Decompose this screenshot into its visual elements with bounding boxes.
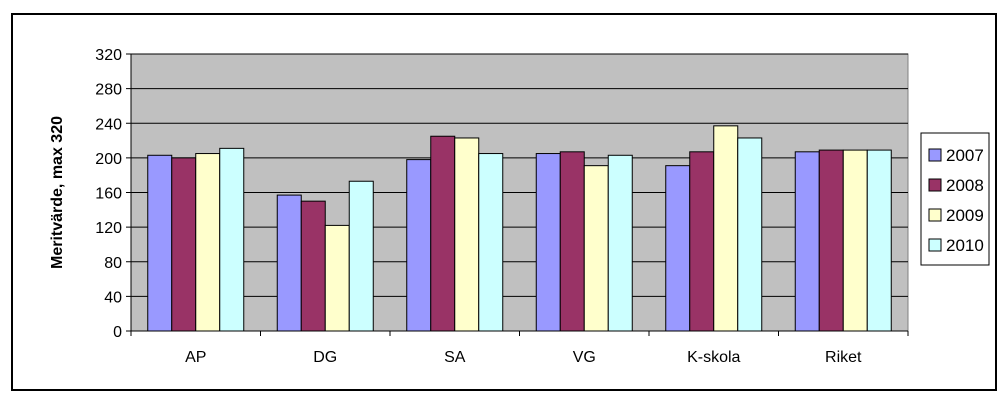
y-tick-label: 0	[113, 324, 122, 341]
y-tick-label: 40	[104, 289, 122, 306]
bar-2010-SA	[478, 153, 504, 332]
bar-2008-AP	[171, 157, 197, 332]
legend-swatch-2010	[928, 238, 942, 252]
legend-label-2009: 2009	[946, 206, 984, 225]
bar-2009-Riket	[842, 149, 868, 332]
bar-2007-K-skola	[665, 165, 691, 332]
bar-2008-DG	[300, 200, 326, 332]
x-tick-label: DG	[313, 349, 337, 366]
bar-2009-AP	[195, 153, 221, 332]
x-tick-label: K-skola	[687, 349, 740, 366]
legend-label-2010: 2010	[946, 236, 984, 255]
y-tick-label: 280	[95, 82, 122, 99]
x-tick-label: VG	[573, 349, 596, 366]
bar-2008-Riket	[818, 149, 844, 332]
bar-2007-Riket	[794, 151, 820, 332]
legend-swatch-2008	[928, 178, 942, 192]
bar-2007-AP	[147, 154, 173, 332]
bar-2010-K-skola	[737, 137, 763, 332]
y-tick-label: 160	[95, 186, 122, 203]
y-axis-label: Meritvärde, max 320	[49, 116, 66, 269]
y-tick-label: 200	[95, 151, 122, 168]
y-tick-label: 240	[95, 116, 122, 133]
gridlines	[131, 53, 908, 297]
legend-swatch-2007	[928, 148, 942, 162]
x-tick-label: AP	[185, 349, 206, 366]
legend: 2007 2008 2009 2010	[920, 132, 990, 266]
bar-2009-VG	[583, 165, 609, 332]
y-tick-labels: 0 40 80 120 160 200 240 280 320	[95, 47, 122, 341]
bar-2009-K-skola	[713, 125, 739, 332]
legend-label-2007: 2007	[946, 146, 984, 165]
x-tick-label: Riket	[825, 349, 862, 366]
bars	[147, 125, 892, 332]
x-tick-labels: AP DG SA VG K-skola Riket	[185, 349, 862, 366]
bar-2010-AP	[219, 147, 245, 332]
legend-label-2008: 2008	[946, 176, 984, 195]
bar-2007-DG	[276, 194, 302, 332]
y-tick-label: 80	[104, 255, 122, 272]
bar-2009-SA	[454, 137, 480, 332]
axes	[126, 53, 909, 336]
bar-2010-Riket	[866, 149, 892, 332]
legend-swatch-2009	[928, 208, 942, 222]
bar-2009-DG	[324, 224, 350, 332]
bar-2010-DG	[348, 180, 374, 332]
bar-2008-K-skola	[689, 151, 715, 332]
bar-2010-VG	[607, 154, 633, 332]
x-tick-label: SA	[444, 349, 466, 366]
y-tick-label: 320	[95, 47, 122, 64]
bar-2007-SA	[406, 159, 432, 332]
y-tick-label: 120	[95, 220, 122, 237]
bar-2008-VG	[559, 151, 585, 332]
bar-2007-VG	[535, 153, 561, 332]
bar-2008-SA	[430, 135, 456, 332]
